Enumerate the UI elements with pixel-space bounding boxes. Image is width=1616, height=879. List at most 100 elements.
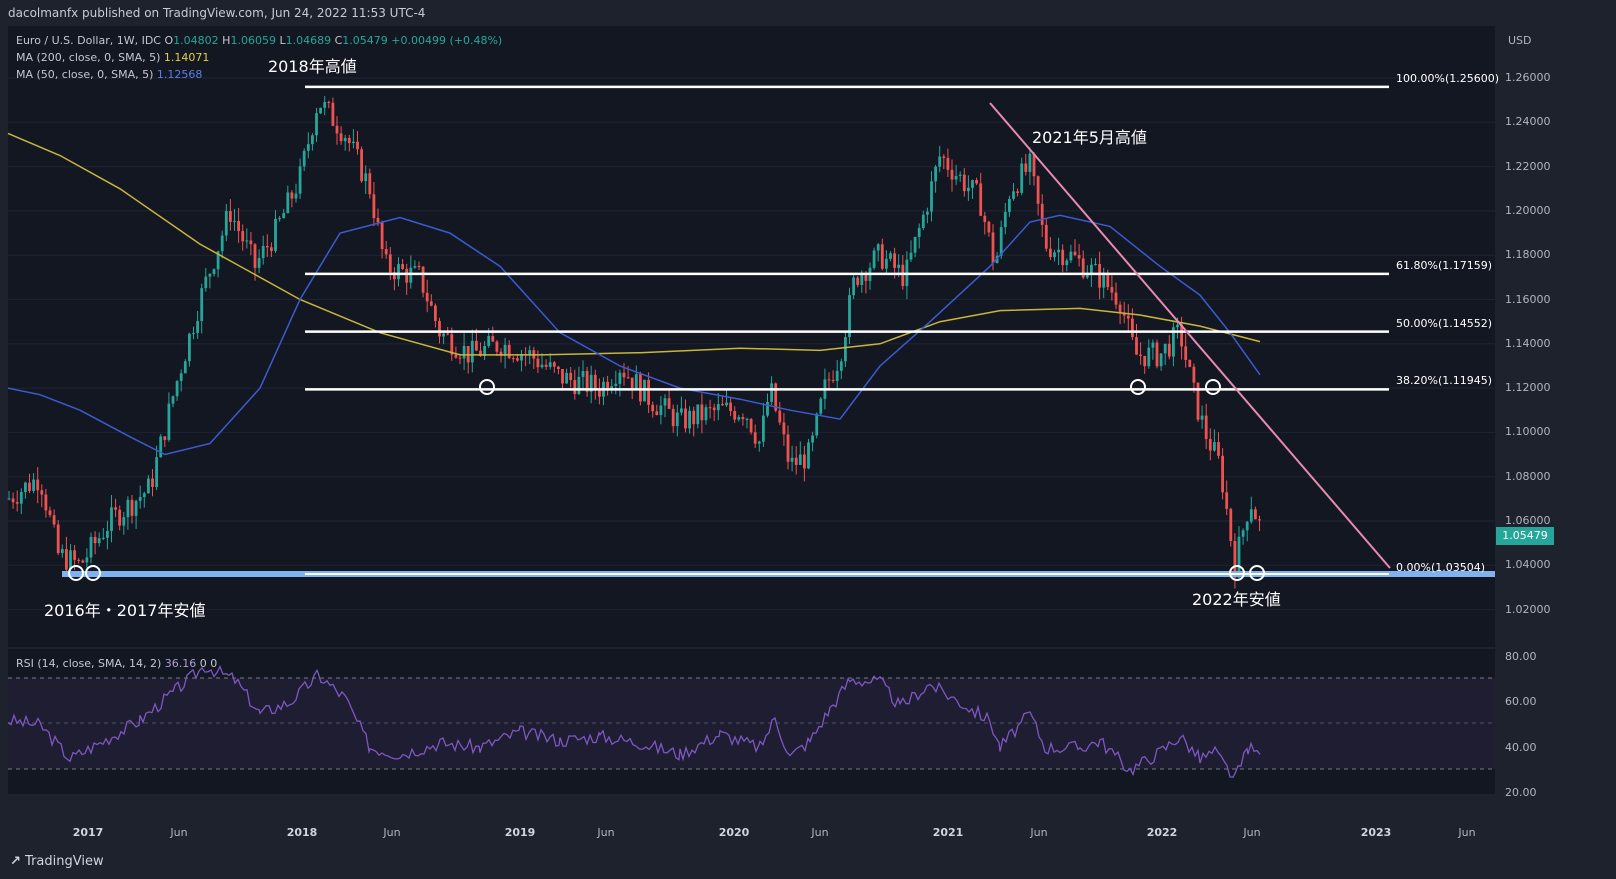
candle-body (991, 232, 995, 264)
candle-body (1094, 263, 1097, 265)
candle-body (483, 346, 486, 357)
candle-body (302, 150, 306, 167)
candle-body (831, 380, 835, 382)
time-tick-label: 2020 (718, 826, 750, 839)
candle-body (368, 173, 372, 195)
candle-body (753, 432, 757, 444)
candle-body (1008, 198, 1011, 212)
candle-body (1102, 272, 1106, 288)
candle-body (1118, 304, 1122, 313)
candle-body (934, 166, 937, 182)
candle-body (967, 187, 970, 192)
candle-body (224, 211, 228, 236)
candle-body (815, 413, 819, 436)
candle-body (1126, 315, 1130, 319)
legend-ma50-row[interactable]: MA (50, close, 0, SMA, 5) 1.12568 (16, 68, 202, 81)
price-tick-label: 1.04000 (1505, 558, 1551, 572)
downtrend-line (989, 102, 1391, 569)
candle-body (159, 436, 163, 458)
candle-body (93, 536, 97, 544)
candle-body (782, 422, 786, 435)
candle-body (786, 434, 790, 462)
candle-body (32, 479, 35, 492)
candle-body (118, 509, 122, 526)
price-tick-label: 1.22000 (1505, 159, 1551, 173)
candle-body (507, 344, 511, 359)
touch-markers (68, 379, 1265, 581)
ma200-line (7, 132, 1261, 356)
candle-body (89, 536, 93, 558)
candle-body (864, 274, 868, 281)
ma50-line (7, 214, 1261, 456)
candle-body (1036, 176, 1040, 204)
price-tick-label: 1.14000 (1505, 336, 1551, 350)
candle-body (946, 157, 950, 170)
candle-body (122, 517, 126, 526)
rsi-extra: 0 0 (199, 657, 218, 670)
tradingview-logo[interactable]: ↗ TradingView (10, 854, 104, 869)
candle-body (446, 333, 450, 335)
legend-rsi-row[interactable]: RSI (14, close, SMA, 14, 2) 36.16 0 0 (16, 657, 217, 670)
candle-body (495, 341, 499, 352)
candle-body (688, 410, 691, 429)
candle-body (757, 441, 761, 444)
candle-body (536, 358, 540, 368)
candle-body (470, 340, 474, 363)
candle-body (294, 193, 298, 199)
candle-body (1061, 249, 1065, 266)
candle-body (675, 412, 679, 427)
candle-body (462, 345, 466, 359)
candle-body (1155, 342, 1159, 367)
candle-body (725, 402, 728, 406)
annotation-2018-high: 2018年高値 (268, 57, 357, 76)
candle-body (942, 156, 946, 158)
candle-body (708, 407, 712, 409)
candle-body (1003, 211, 1007, 228)
candle-body (770, 383, 773, 402)
candle-body (220, 235, 224, 252)
candle-body (1204, 415, 1208, 440)
published-text: dacolmanfx published on TradingView.com,… (8, 6, 426, 20)
candle-body (1159, 353, 1163, 367)
candle-body (97, 538, 101, 544)
candle-body (721, 404, 724, 406)
candle-body (1217, 442, 1220, 456)
price-tick-label: 1.10000 (1505, 425, 1551, 439)
price-tick-label: 1.18000 (1505, 248, 1551, 262)
time-tick-label: 2023 (1360, 826, 1392, 839)
candle-body (794, 457, 798, 465)
candle-body (290, 192, 294, 199)
candle-body (950, 169, 954, 180)
fib-level-label: 0.00%(1.03504) (1396, 561, 1486, 575)
candle-body (114, 507, 117, 510)
candle-body (651, 404, 655, 412)
candle-body (807, 442, 810, 469)
candle-body (585, 371, 589, 392)
candle-body (393, 272, 396, 280)
candle-body (1024, 163, 1028, 172)
candle-body (1081, 258, 1085, 278)
candle-body (229, 211, 232, 222)
candle-body (798, 454, 802, 465)
candle-body (655, 411, 659, 416)
candle-body (237, 220, 240, 232)
candle-body (85, 557, 89, 563)
candle-body (880, 244, 884, 269)
candle-body (1090, 264, 1093, 275)
candle-body (634, 374, 638, 390)
candle-body (1258, 519, 1261, 521)
ma200-label: MA (200, close, 0, SMA, 5) (16, 51, 161, 64)
candle-body (475, 340, 478, 351)
candle-body (1254, 509, 1257, 520)
candle-body (364, 173, 368, 182)
candle-body (274, 218, 277, 251)
currency-label: USD (1508, 34, 1532, 47)
candle-body (19, 492, 23, 504)
high-value: 1.06059 (230, 34, 276, 47)
candle-body (520, 354, 523, 361)
grid-lines (8, 77, 1495, 611)
fib-level-label: 50.00%(1.14552) (1396, 316, 1493, 330)
candle-body (425, 292, 429, 302)
legend-ma200-row[interactable]: MA (200, close, 0, SMA, 5) 1.14071 (16, 51, 209, 64)
